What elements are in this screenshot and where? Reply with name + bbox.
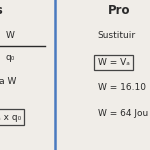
Text: Fórmulas: Fórmulas bbox=[0, 4, 3, 17]
Text: W = 64 Jou: W = 64 Jou bbox=[98, 109, 148, 118]
Text: W: W bbox=[6, 32, 15, 40]
Text: Despeja W: Despeja W bbox=[0, 77, 17, 86]
Text: Sustituir: Sustituir bbox=[98, 32, 136, 40]
Text: Vₐ x q₀: Vₐ x q₀ bbox=[0, 112, 21, 122]
Text: Pro: Pro bbox=[108, 4, 130, 17]
Text: W = 16.10: W = 16.10 bbox=[98, 82, 146, 91]
Text: q₀: q₀ bbox=[6, 53, 15, 62]
Text: W = Vₐ: W = Vₐ bbox=[98, 58, 129, 67]
